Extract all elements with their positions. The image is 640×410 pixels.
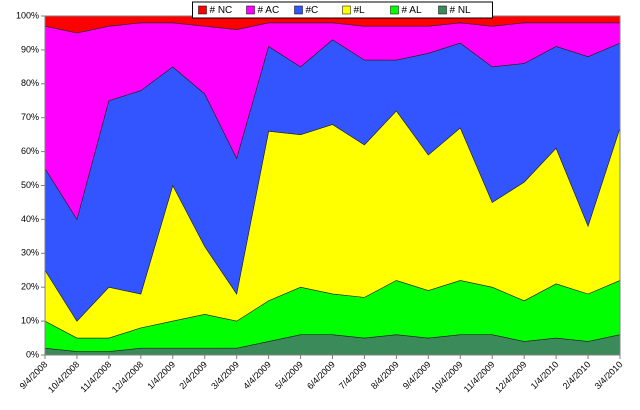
x-tick-label: 9/4/2009 bbox=[401, 359, 433, 391]
y-axis-ticks: 0% 10% 20% 30% 40% 50% 60% 70% 80% 90% 100% bbox=[16, 10, 45, 359]
legend-swatch bbox=[342, 5, 351, 15]
x-tick-label: 2/4/2010 bbox=[561, 359, 593, 391]
x-tick-label: 1/4/2009 bbox=[145, 359, 177, 391]
x-tick-label: 12/4/2009 bbox=[493, 359, 528, 394]
legend-swatch bbox=[438, 5, 447, 15]
x-tick-label: 2/4/2009 bbox=[177, 359, 209, 391]
legend-label: # NL bbox=[450, 5, 472, 16]
x-tick-label: 3/4/2009 bbox=[209, 359, 241, 391]
legend-label: # NC bbox=[210, 5, 233, 16]
x-tick-label: 1/4/2010 bbox=[529, 359, 561, 391]
y-tick-label: 20% bbox=[21, 282, 39, 292]
legend-swatch bbox=[198, 5, 207, 15]
y-tick-label: 60% bbox=[21, 146, 39, 156]
legend-label: #L bbox=[354, 5, 366, 16]
y-tick-label: 30% bbox=[21, 248, 39, 258]
legend-label: # AC bbox=[258, 5, 280, 16]
legend-swatch bbox=[246, 5, 255, 15]
x-tick-label: 10/4/2009 bbox=[429, 359, 464, 394]
x-tick-label: 6/4/2009 bbox=[305, 359, 337, 391]
legend: # NC # AC #C #L # AL # NL bbox=[192, 1, 493, 19]
y-tick-label: 10% bbox=[21, 315, 39, 325]
x-tick-label: 11/4/2008 bbox=[78, 359, 113, 394]
x-tick-label: 10/4/2008 bbox=[46, 359, 81, 394]
area-series-group bbox=[44, 15, 621, 356]
x-tick-label: 7/4/2009 bbox=[337, 359, 369, 391]
y-tick-label: 90% bbox=[21, 44, 39, 54]
y-tick-label: 100% bbox=[16, 10, 39, 20]
y-tick-label: 40% bbox=[21, 214, 39, 224]
x-tick-label: 5/4/2009 bbox=[273, 359, 305, 391]
legend-label: #C bbox=[306, 5, 319, 16]
legend-swatch bbox=[390, 5, 399, 15]
x-tick-label: 12/4/2008 bbox=[110, 359, 145, 394]
x-tick-label: 3/4/2010 bbox=[593, 359, 625, 391]
y-tick-label: 0% bbox=[26, 349, 39, 359]
x-tick-label: 9/4/2008 bbox=[18, 359, 50, 391]
x-tick-label: 8/4/2009 bbox=[369, 359, 401, 391]
legend-swatch bbox=[294, 5, 303, 15]
x-tick-label: 4/4/2009 bbox=[241, 359, 273, 391]
x-tick-label: 11/4/2009 bbox=[462, 359, 497, 394]
y-tick-label: 70% bbox=[21, 112, 39, 122]
y-tick-label: 80% bbox=[21, 78, 39, 88]
y-tick-label: 50% bbox=[21, 180, 39, 190]
legend-label: # AL bbox=[402, 5, 422, 16]
